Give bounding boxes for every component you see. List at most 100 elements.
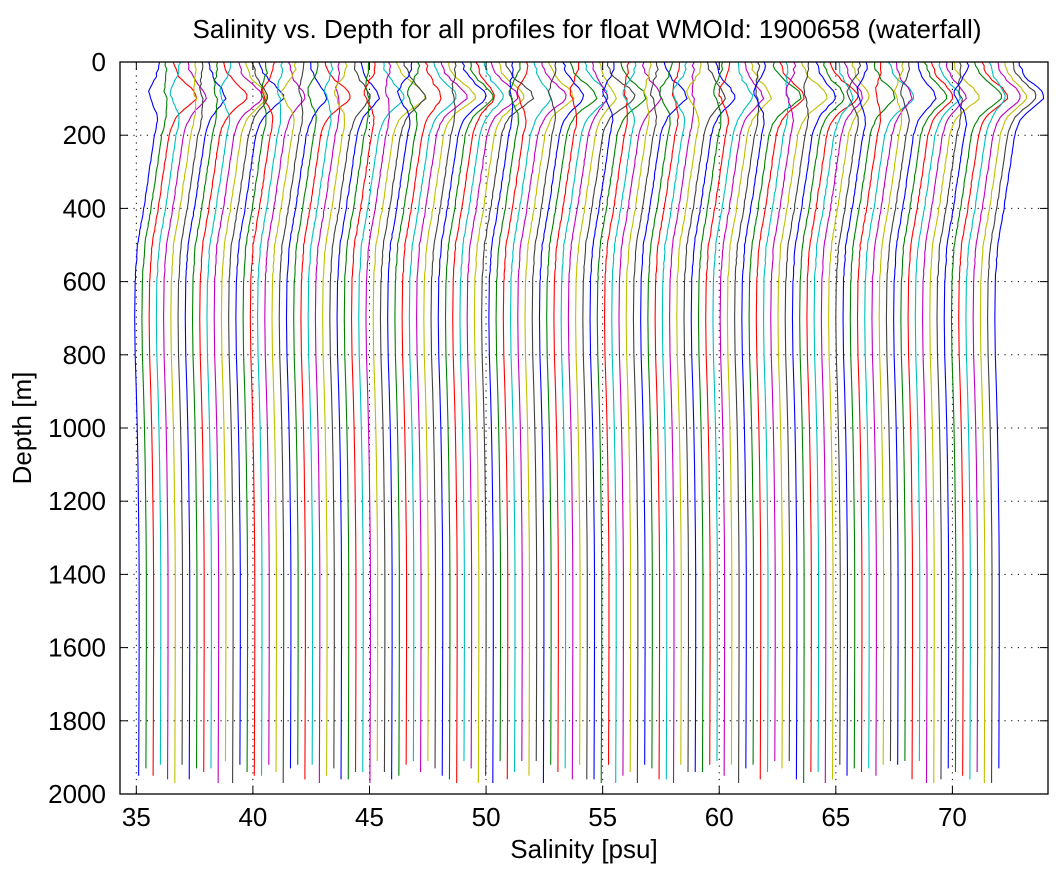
- salinity-profile-line: [271, 61, 297, 773]
- y-axis-label: Depth [m]: [7, 372, 37, 485]
- salinity-profile-line: [661, 61, 688, 780]
- y-tick-label: 2000: [48, 779, 106, 809]
- y-tick-label: 0: [92, 47, 106, 77]
- salinity-profile-line: [849, 61, 896, 769]
- salinity-profile-line: [900, 61, 948, 762]
- salinity-profile-line: [958, 61, 1009, 776]
- salinity-profile-line: [596, 61, 647, 784]
- salinity-profile-line: [285, 61, 328, 769]
- salinity-profile-line: [336, 61, 381, 780]
- x-tick-label: 70: [938, 802, 967, 832]
- salinity-profile-line: [423, 61, 476, 762]
- salinity-profile-line: [690, 61, 736, 773]
- salinity-profile-line: [199, 61, 248, 773]
- salinity-profile-line: [676, 61, 702, 765]
- x-tick-label: 60: [705, 802, 734, 832]
- salinity-profile-line: [979, 61, 1027, 784]
- salinity-profile-line: [481, 61, 535, 776]
- chart-title: Salinity vs. Depth for all profiles for …: [193, 14, 982, 44]
- salinity-profile-line: [509, 61, 552, 773]
- salinity-profile-line: [459, 61, 504, 762]
- salinity-profile-line: [300, 61, 351, 780]
- salinity-profile-line: [907, 61, 954, 780]
- salinity-profile-line: [842, 61, 868, 776]
- x-tick-labels: 35 40 45 50 55 60 65 70: [122, 802, 967, 832]
- salinity-profile-line: [560, 61, 608, 769]
- salinity-profile-line: [365, 61, 392, 784]
- salinity-profile-line: [914, 61, 961, 762]
- x-tick-label: 40: [238, 802, 267, 832]
- x-tick-label: 45: [355, 802, 384, 832]
- salinity-profile-line: [864, 61, 915, 769]
- salinity-profile-line: [936, 61, 963, 780]
- y-tick-labels: 0 200 400 600 800 1000 1200 1400 1600 1800 2000: [48, 47, 106, 809]
- salinity-profile-line: [546, 61, 598, 765]
- x-axis-label: Salinity [psu]: [510, 834, 657, 864]
- y-tick-label: 200: [63, 120, 106, 150]
- salinity-profile-line: [264, 61, 306, 765]
- salinity-profile-line: [647, 61, 674, 769]
- salinity-profile-line: [408, 61, 457, 762]
- salinity-profile-line: [929, 61, 980, 784]
- salinity-profile-line: [242, 61, 269, 773]
- salinity-profile-line: [972, 61, 1021, 773]
- salinity-profile-line: [632, 61, 659, 784]
- salinity-profile-line: [538, 61, 585, 784]
- salinity-profile-line: [683, 61, 726, 773]
- x-tick-label: 65: [821, 802, 850, 832]
- salinity-profile-line: [719, 61, 765, 776]
- y-tick-label: 1000: [48, 413, 106, 443]
- salinity-profile-line: [791, 61, 836, 780]
- salinity-profile-line: [994, 61, 1045, 769]
- plot-frame: [119, 61, 1049, 795]
- salinity-profile-line: [748, 61, 802, 765]
- salinity-profile-line: [531, 61, 557, 762]
- x-tick-label: 50: [472, 802, 501, 832]
- salinity-profile-line: [350, 61, 376, 773]
- x-tick-label: 35: [122, 802, 151, 832]
- salinity-profile-line: [394, 61, 421, 776]
- salinity-profile-line: [358, 61, 405, 773]
- salinity-profile-line: [567, 61, 609, 780]
- salinity-profile-line: [885, 61, 911, 762]
- y-tick-label: 1400: [48, 559, 106, 589]
- salinity-profile-line: [517, 61, 567, 762]
- salinity-profile-line: [278, 61, 305, 784]
- salinity-profile-line: [697, 61, 724, 773]
- salinity-profile-line: [813, 61, 854, 773]
- salinity-profile-line: [466, 61, 519, 769]
- salinity-profile-line: [141, 61, 168, 769]
- salinity-profile-line: [314, 61, 341, 784]
- salinity-profile-line: [741, 61, 766, 769]
- y-tick-label: 1600: [48, 633, 106, 663]
- y-tick-label: 600: [63, 267, 106, 297]
- salinity-profile-line: [473, 61, 525, 784]
- salinity-profile-line: [155, 61, 182, 765]
- salinity-profile-line: [762, 61, 790, 773]
- salinity-profile-line: [820, 61, 863, 784]
- salinity-profile-line: [488, 61, 514, 784]
- salinity-profile-line: [379, 61, 427, 773]
- salinity-profile-line: [835, 61, 862, 765]
- salinity-profile-line: [603, 61, 630, 765]
- salinity-profile-line: [611, 61, 637, 784]
- salinity-profile-line: [669, 61, 696, 784]
- salinity-profile-line: [893, 61, 937, 765]
- salinity-profile-line: [987, 61, 1037, 784]
- salinity-profile-line: [322, 61, 348, 776]
- salinity-profile-line: [307, 61, 334, 765]
- salinity-profile-line: [640, 61, 688, 765]
- salinity-profile-line: [943, 61, 970, 769]
- salinity-profile-line: [134, 61, 161, 776]
- salinity-profile-line: [965, 61, 1006, 780]
- salinity-profile-line: [430, 61, 457, 769]
- salinity-profile-line: [726, 61, 773, 765]
- salinity-profile-line: [416, 61, 468, 773]
- salinity-profile-line: [950, 61, 1003, 773]
- y-tick-label: 800: [63, 340, 106, 370]
- salinity-profile-line: [372, 61, 426, 762]
- salinity-profile-line: [654, 61, 681, 780]
- salinity-profile-line: [213, 61, 263, 784]
- salinity-profile-line: [343, 61, 370, 780]
